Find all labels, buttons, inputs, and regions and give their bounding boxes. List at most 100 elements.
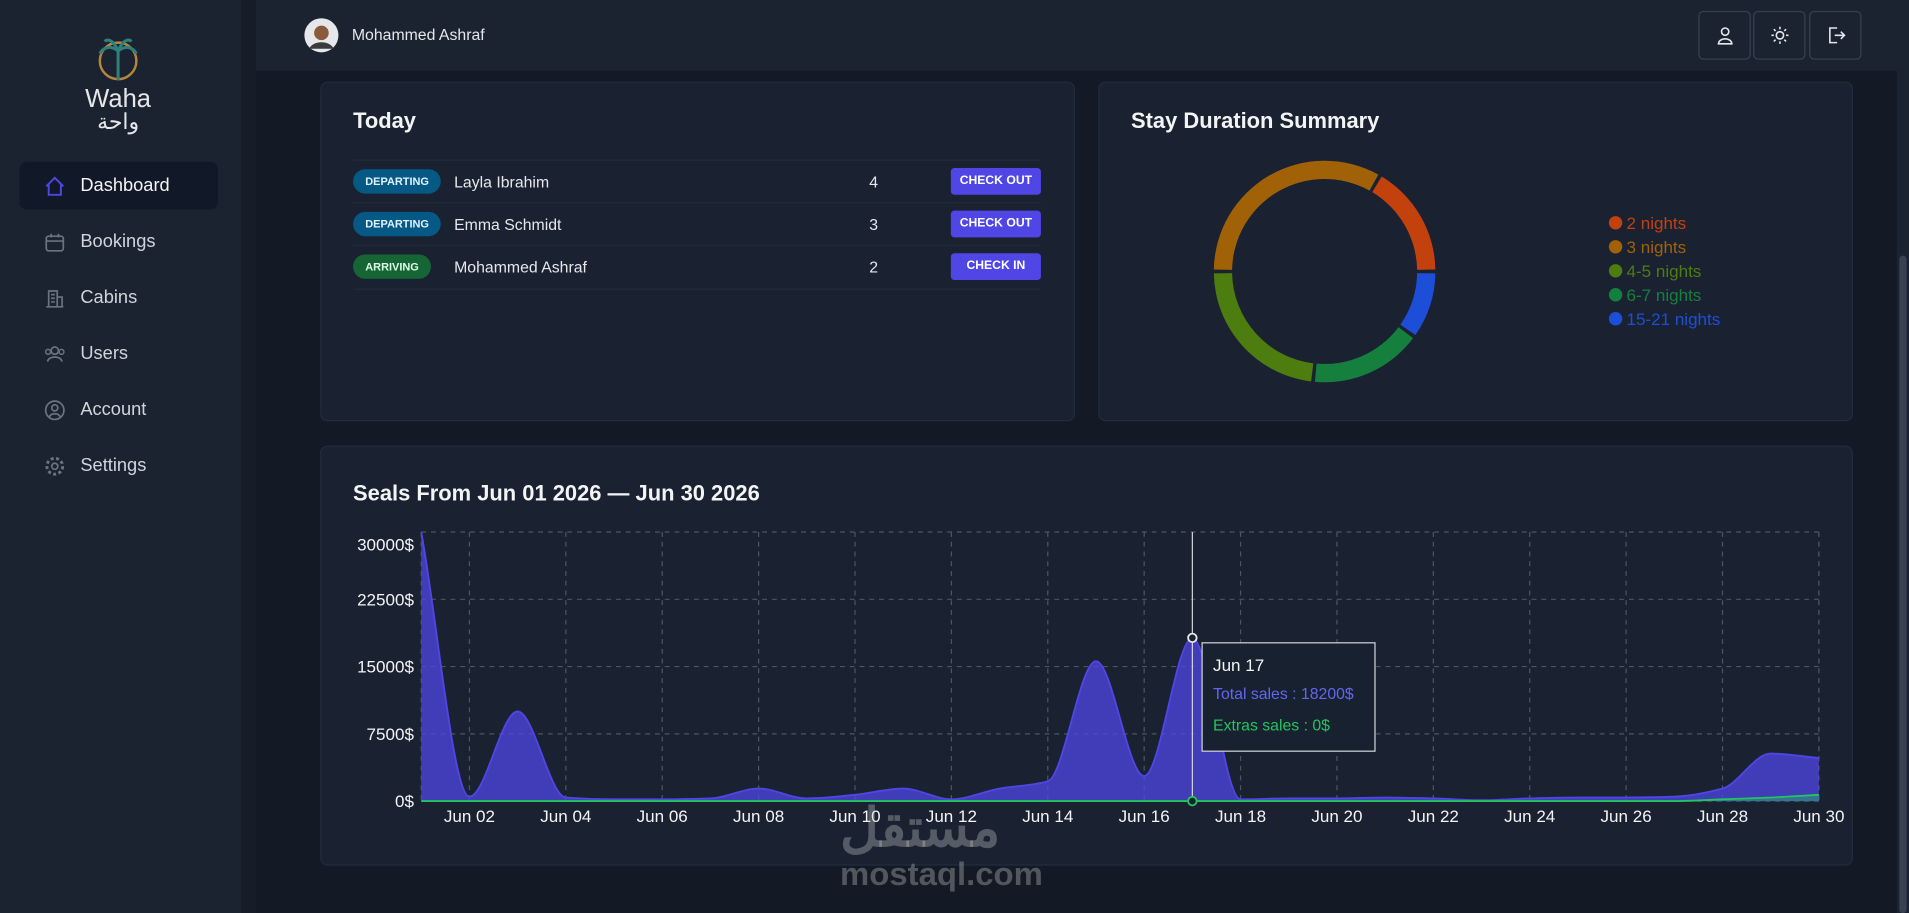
x-tick-label: Jun 18 (1215, 807, 1266, 826)
legend-marker (1608, 288, 1623, 302)
icon (1716, 27, 1733, 45)
watermark: مستقل (840, 798, 1001, 859)
x-tick-label: Jun 24 (1504, 807, 1555, 826)
line (420, 531, 1819, 802)
legend-label: 4-5 nights (1627, 262, 1702, 281)
donut-slice (1314, 327, 1414, 383)
x-tick-label: Jun 16 (1119, 807, 1170, 826)
y-tick-label: 0$ (395, 792, 414, 811)
legend-marker (1608, 312, 1623, 326)
x-tick-label: Jun 26 (1601, 807, 1652, 826)
x-tick-label: Jun 12 (926, 807, 977, 826)
nav-item[interactable]: Dashboard (19, 161, 218, 210)
nav-icon (44, 345, 65, 362)
icon (1770, 26, 1788, 44)
nav-item[interactable]: Users (19, 330, 217, 377)
card-title: Stay Duration Summary (1131, 108, 1380, 133)
today-row: DEPARTING Layla Ibrahim 4 CHECK OUT (353, 159, 1041, 203)
y-tick-label: 22500$ (357, 590, 414, 609)
donut-slice (1400, 273, 1436, 336)
x-tick-label: Jun 20 (1311, 807, 1362, 826)
nav-label: Settings (80, 455, 147, 477)
action-button[interactable]: CHECK OUT (950, 210, 1041, 238)
avatar (304, 18, 339, 53)
legend-label: 3 nights (1627, 238, 1687, 257)
nav-icon (45, 456, 65, 476)
action-button[interactable]: CHECK IN (950, 253, 1041, 281)
nav-label: Account (80, 399, 147, 421)
nav-item[interactable]: Bookings (19, 218, 217, 265)
account-button[interactable] (1698, 10, 1751, 60)
nav-label: Users (80, 343, 129, 365)
header: Mohammed Ashraf (255, 0, 1909, 71)
active-dot (1187, 795, 1198, 807)
nav-label: Cabins (80, 287, 138, 309)
legend-label: 15-21 nights (1627, 310, 1721, 329)
today-row: DEPARTING Emma Schmidt 3 CHECK OUT (353, 202, 1041, 246)
theme-button[interactable] (1753, 10, 1806, 60)
nav-label: Dashboard (80, 175, 170, 197)
scroll-thumb[interactable] (1899, 255, 1907, 913)
card-title: Today (353, 108, 416, 133)
sales-chart: Seals From Jun 01 2026 — Jun 30 2026 0$ 75… (353, 480, 1844, 826)
nights: 4 (869, 172, 879, 192)
icon (1828, 27, 1845, 44)
nav-item[interactable]: Settings (19, 442, 217, 489)
y-tick-label: 15000$ (357, 658, 414, 677)
user-name: Mohammed Ashraf (351, 25, 485, 44)
tooltip-line: Total sales : 18200$ (1213, 686, 1354, 703)
brand-name: Waha (85, 85, 152, 114)
watermark: mostaql.com (840, 855, 1043, 893)
line (421, 793, 1819, 803)
guest-name: Layla Ibrahim (454, 172, 550, 192)
status-badge: DEPARTING (353, 169, 442, 194)
legend-marker (1608, 264, 1623, 278)
x-tick-label: Jun 08 (733, 807, 784, 826)
nav-icon (46, 289, 64, 308)
guest-name: Mohammed Ashraf (454, 258, 587, 277)
legend-marker (1608, 240, 1623, 254)
scrollbar (1896, 70, 1909, 913)
legend-marker (1608, 216, 1623, 230)
x-tick-label: Jun 06 (637, 807, 688, 826)
status-badge: DEPARTING (353, 211, 442, 237)
nav-icon (45, 233, 65, 252)
today-row: ARRIVING Mohammed Ashraf 2 CHECK IN (353, 244, 1041, 290)
today-card (320, 81, 1076, 422)
x-tick-label: Jun 22 (1408, 807, 1459, 826)
active-dot (1187, 632, 1198, 644)
nav-icon (45, 175, 64, 196)
card-title: Seals From Jun 01 2026 — Jun 30 2026 (353, 480, 760, 505)
logout-button[interactable] (1809, 10, 1862, 60)
sidebar: Waha واحة Dashboard Bookings Cabins User… (0, 0, 242, 913)
donut-chart: Stay Duration Summary 2 nights 3 nights 4-5… (1131, 108, 1721, 383)
x-tick-label: Jun 04 (540, 807, 591, 826)
y-tick-label: 30000$ (357, 535, 414, 554)
status-badge: ARRIVING (353, 254, 432, 279)
nights: 2 (869, 258, 879, 277)
nav-label: Bookings (80, 231, 156, 253)
tooltip-line: Extras sales : 0$ (1213, 717, 1330, 734)
y-tick-label: 7500$ (367, 725, 415, 744)
x-tick-label: Jun 28 (1697, 807, 1748, 826)
x-tick-label: Jun 30 (1793, 807, 1844, 826)
sidebar-edge (241, 0, 256, 913)
guest-name: Emma Schmidt (454, 215, 562, 234)
brand-name-ar: واحة (97, 109, 140, 134)
nav-icon (44, 399, 65, 420)
donut-slice (1213, 160, 1379, 270)
nights: 3 (869, 215, 879, 234)
nav-item[interactable]: Account (19, 386, 217, 433)
x-tick-label: Jun 10 (829, 807, 880, 826)
legend-label: 6-7 nights (1627, 286, 1702, 305)
tooltip-title: Jun 17 (1213, 656, 1264, 675)
x-tick-label: Jun 14 (1022, 807, 1073, 826)
nav-item[interactable]: Cabins (19, 274, 217, 321)
donut-slice (1372, 176, 1436, 270)
donut-slice (1213, 273, 1314, 382)
logo-icon (98, 38, 138, 81)
legend-label: 2 nights (1627, 214, 1687, 233)
action-button[interactable]: CHECK OUT (950, 168, 1041, 195)
area (421, 532, 1819, 802)
